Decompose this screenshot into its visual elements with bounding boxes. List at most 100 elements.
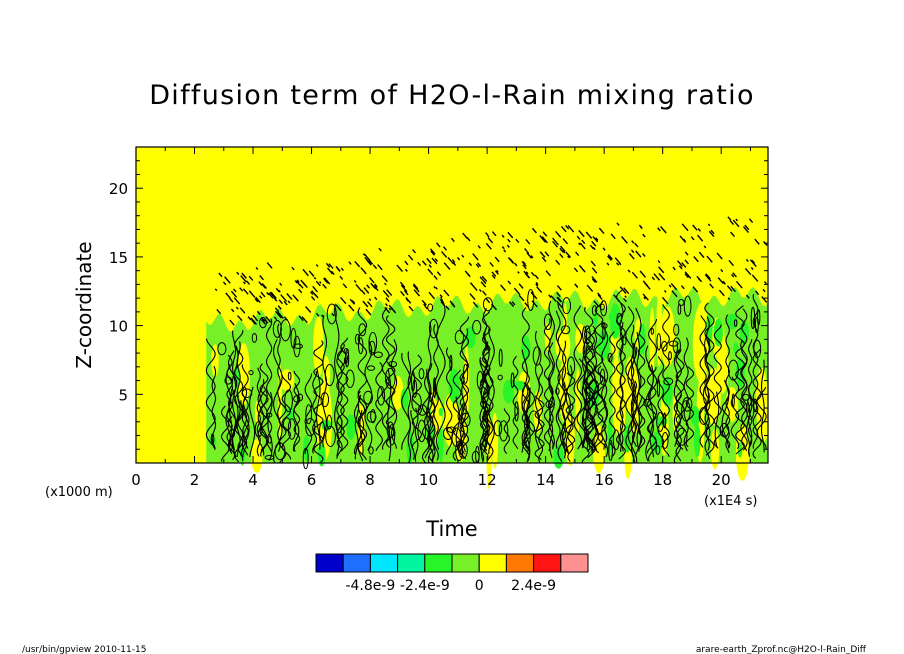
contour-line <box>583 306 594 452</box>
wave-contour-dash <box>230 290 238 298</box>
wave-contour-dash <box>548 294 552 299</box>
wave-contour-dash <box>539 251 546 258</box>
wave-contour-dash <box>550 295 557 302</box>
wave-contour-dash <box>292 294 299 302</box>
wave-contour-dash <box>480 281 487 288</box>
wave-contour-dash <box>408 305 414 312</box>
wave-contour-dash <box>225 292 231 299</box>
contour-line <box>603 383 608 450</box>
contour-loop <box>472 319 482 335</box>
contour-loop <box>498 348 503 367</box>
wave-contour-dash <box>436 271 442 277</box>
contour-loop <box>681 400 691 422</box>
contour-loop <box>562 297 572 315</box>
wave-contour-dash <box>542 231 548 237</box>
colorbar-tick-label: 2.4e-9 <box>511 578 556 594</box>
contour-loop <box>377 386 386 406</box>
contour-loop <box>427 303 434 312</box>
wave-contour-dash <box>439 298 444 303</box>
wave-contour-dash <box>606 262 610 266</box>
wave-contour-dash <box>302 282 308 288</box>
wave-contour-dash <box>618 262 622 266</box>
colorbar-legend: -4.8e-9 -2.4e-9 0 2.4e-9 <box>315 553 589 594</box>
wave-contour-dash <box>530 291 538 300</box>
footer-left-text: /usr/bin/gpview 2010-11-15 <box>22 645 146 654</box>
wave-contour-dash <box>424 305 428 310</box>
wave-contour-dash <box>349 298 356 305</box>
wave-contour-dash <box>283 316 289 321</box>
wave-contour-dash <box>750 267 754 271</box>
wave-contour-dash <box>248 275 254 281</box>
contour-line <box>281 374 292 460</box>
contour-cell <box>346 414 356 440</box>
contour-line <box>249 386 256 457</box>
contour-loop <box>663 377 674 386</box>
wave-contour-dash <box>340 267 344 271</box>
wave-contour-dash <box>313 276 317 280</box>
wave-contour-dash <box>541 236 549 244</box>
wave-contour-dash <box>574 283 579 288</box>
contour-loop <box>358 323 367 337</box>
wave-contour-dash <box>377 264 383 271</box>
wave-contour-dash <box>323 277 331 285</box>
contour-loop <box>454 330 465 345</box>
contour-cell <box>694 423 701 458</box>
wave-contour-dash <box>657 260 661 264</box>
x-tick-label: 2 <box>190 471 200 489</box>
contour-loop <box>753 339 762 359</box>
wave-contour-dash <box>355 284 363 292</box>
contour-loop <box>612 429 620 451</box>
wave-contour-dash <box>301 316 308 324</box>
wave-contour-dash <box>544 251 550 257</box>
contour-loop <box>555 387 560 395</box>
contour-cell <box>710 428 720 470</box>
colorbar-swatch <box>451 553 480 573</box>
contour-loop <box>368 446 374 455</box>
contour-loop <box>319 421 326 442</box>
contour-line <box>512 355 519 450</box>
wave-contour-dash <box>531 300 538 308</box>
contour-loop <box>752 398 758 413</box>
wave-contour-dash <box>362 253 366 256</box>
colorbar-swatch <box>315 553 344 573</box>
contour-loop <box>320 392 330 408</box>
wave-contour-dash <box>515 238 520 244</box>
wave-contour-dash <box>641 252 646 257</box>
wave-contour-dash <box>690 236 695 241</box>
wave-contour-dash <box>729 220 735 226</box>
contour-cell <box>211 344 219 377</box>
wave-contour-dash <box>248 290 256 298</box>
wave-contour-dash <box>367 301 373 308</box>
wave-contour-dash <box>705 273 711 280</box>
contour-loop <box>267 435 272 444</box>
contour-line <box>585 341 589 450</box>
contour-line <box>488 328 495 455</box>
contour-loop <box>476 370 484 390</box>
wave-contour-dash <box>644 282 651 290</box>
wave-contour-dash <box>323 277 329 284</box>
wave-contour-dash <box>613 294 621 302</box>
wave-contour-dash <box>260 291 266 298</box>
wave-contour-dash <box>430 250 436 256</box>
wave-contour-dash <box>405 296 412 304</box>
wave-contour-dash <box>274 307 280 313</box>
contour-loop <box>418 368 425 380</box>
plot-frame <box>135 146 769 464</box>
contour-cell <box>660 306 676 368</box>
wave-contour-dash <box>507 231 514 239</box>
contour-line <box>521 382 529 449</box>
contour-line <box>649 364 655 458</box>
contour-cell <box>592 312 598 327</box>
wave-contour-dash <box>385 297 390 303</box>
wave-contour-dash <box>607 255 612 261</box>
contour-loop <box>727 359 739 381</box>
wave-contour-dash <box>270 291 277 299</box>
wave-contour-dash <box>684 259 689 265</box>
wave-contour-dash <box>461 254 465 258</box>
wave-contour-dash <box>435 286 438 290</box>
wave-contour-dash <box>722 280 726 285</box>
wave-contour-dash <box>252 314 259 322</box>
contour-line <box>336 342 345 449</box>
contour-line <box>730 376 740 450</box>
wave-contour-dash <box>513 262 518 267</box>
